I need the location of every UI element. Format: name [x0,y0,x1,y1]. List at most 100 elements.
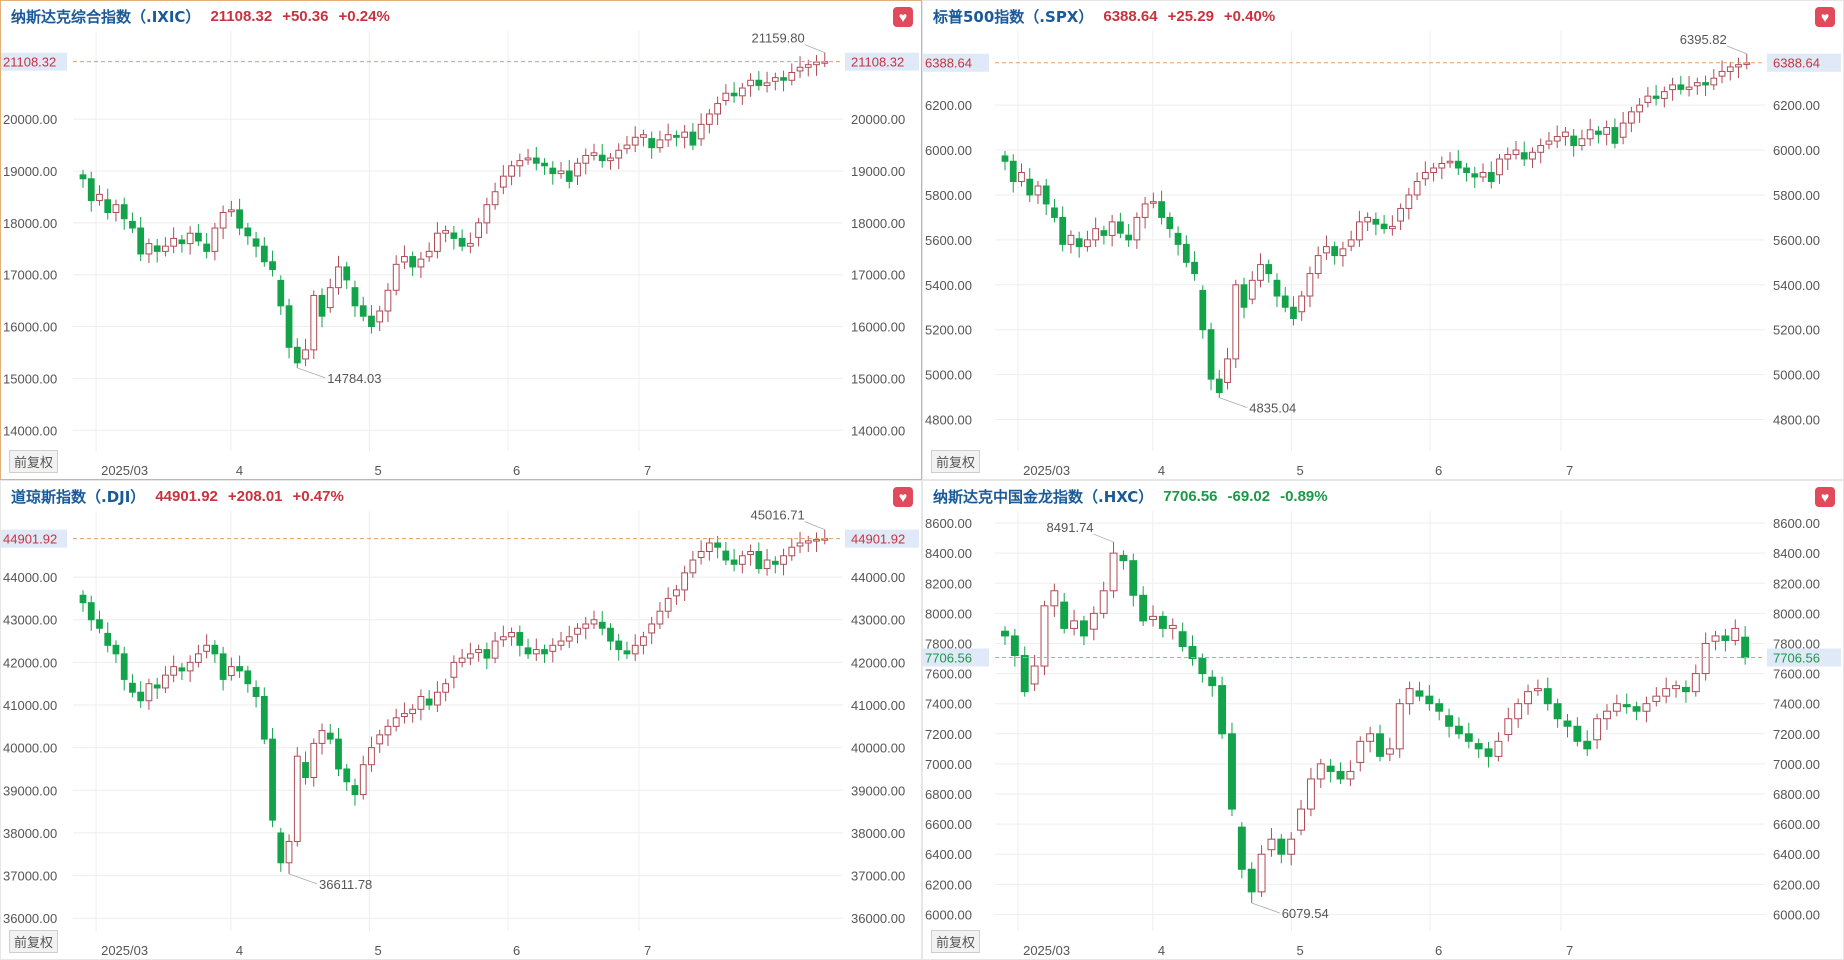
candle-body[interactable] [1512,149,1520,156]
candle-body[interactable] [615,640,623,651]
candle-body[interactable] [1364,216,1372,223]
candle-body[interactable] [120,204,128,220]
candle-body[interactable] [508,165,515,177]
candle-body[interactable] [269,261,276,271]
candle-body[interactable] [763,82,771,86]
candle-body[interactable] [1701,642,1710,675]
candle-body[interactable] [1726,66,1734,72]
candle-body[interactable] [1042,185,1050,205]
candle-body[interactable] [1050,590,1059,607]
candle-body[interactable] [607,627,614,642]
ixic-candlestick-chart[interactable]: 14000.00 14000.00 15000.00 15000.00 16000.00… [1,1,921,479]
candle-body[interactable] [1281,295,1289,308]
candle-body[interactable] [508,632,515,638]
candle-body[interactable] [557,170,565,175]
candle-body[interactable] [145,243,153,255]
candle-body[interactable] [524,647,532,655]
candle-body[interactable] [1366,733,1375,742]
candle-body[interactable] [697,123,705,140]
candle-body[interactable] [1168,624,1177,629]
candle-body[interactable] [211,227,219,252]
candle-body[interactable] [104,632,112,646]
candle-body[interactable] [186,232,194,245]
adjustment-toggle-button[interactable]: 前复权 [9,930,59,953]
candle-body[interactable] [648,138,656,149]
candle-body[interactable] [1545,140,1553,145]
candle-body[interactable] [565,636,573,642]
candle-body[interactable] [1474,743,1483,750]
candle-body[interactable] [1603,710,1611,720]
candle-body[interactable] [96,619,103,629]
candle-body[interactable] [532,157,540,164]
candle-body[interactable] [1191,261,1198,275]
candle-body[interactable] [1339,248,1347,257]
candle-body[interactable] [87,602,95,621]
candle-body[interactable] [664,597,672,612]
candle-body[interactable] [1141,203,1149,218]
candle-body[interactable] [1372,218,1380,225]
candle-body[interactable] [1652,95,1660,99]
candle-body[interactable] [252,238,260,247]
candle-body[interactable] [401,256,408,263]
candle-body[interactable] [96,193,103,202]
candle-body[interactable] [631,136,639,146]
candle-body[interactable] [722,92,730,101]
candle-body[interactable] [747,551,754,555]
candle-body[interactable] [1277,838,1286,855]
candle-body[interactable] [343,768,351,783]
candle-body[interactable] [1215,378,1223,394]
candle-body[interactable] [1496,158,1503,176]
candle-body[interactable] [1691,673,1700,693]
candle-body[interactable] [664,134,672,141]
candle-body[interactable] [574,162,581,177]
candle-body[interactable] [195,653,202,663]
candle-body[interactable] [417,258,425,268]
candle-body[interactable] [598,154,606,162]
candle-body[interactable] [1563,720,1572,727]
candle-body[interactable] [178,667,186,672]
candle-body[interactable] [1108,221,1116,236]
candle-body[interactable] [1084,239,1091,248]
candle-body[interactable] [318,730,326,744]
candle-body[interactable] [1273,279,1281,297]
candle-body[interactable] [1553,136,1561,142]
candle-body[interactable] [1257,264,1264,281]
candle-body[interactable] [425,250,433,258]
candle-body[interactable] [252,687,260,697]
candle-body[interactable] [1100,230,1108,236]
candle-body[interactable] [1265,264,1273,275]
candle-body[interactable] [1149,201,1157,204]
candle-body[interactable] [1331,246,1339,257]
candle-body[interactable] [1543,688,1552,705]
candle-body[interactable] [1018,171,1025,182]
candle-body[interactable] [1487,171,1495,182]
candle-body[interactable] [705,542,713,553]
candle-body[interactable] [574,627,581,635]
candle-body[interactable] [458,237,466,247]
candle-body[interactable] [796,542,804,547]
candle-body[interactable] [236,209,243,229]
index-name[interactable]: 道琼斯指数（.DJI） [11,487,146,506]
candle-body[interactable] [1553,703,1562,720]
candle-body[interactable] [1323,246,1330,254]
candle-body[interactable] [1514,703,1523,720]
candle-body[interactable] [1133,216,1141,241]
candle-body[interactable] [1595,130,1602,135]
candle-body[interactable] [681,131,689,138]
candle-body[interactable] [722,550,730,561]
candle-body[interactable] [277,279,285,307]
candle-body[interactable] [368,315,375,328]
candle-body[interactable] [1484,748,1493,757]
candle-body[interactable] [549,644,557,652]
candle-body[interactable] [705,113,713,125]
candle-body[interactable] [1636,104,1644,113]
candle-body[interactable] [162,674,169,689]
candle-body[interactable] [640,134,647,138]
candle-body[interactable] [763,559,771,570]
candle-body[interactable] [771,77,779,82]
candle-body[interactable] [697,551,705,558]
candle-body[interactable] [458,657,466,663]
spx-chart-panel[interactable]: 标普500指数（.SPX） 6388.64 +25.29 +0.40% ♥ 48… [922,0,1844,480]
candle-body[interactable] [442,683,450,693]
candle-body[interactable] [359,764,367,796]
